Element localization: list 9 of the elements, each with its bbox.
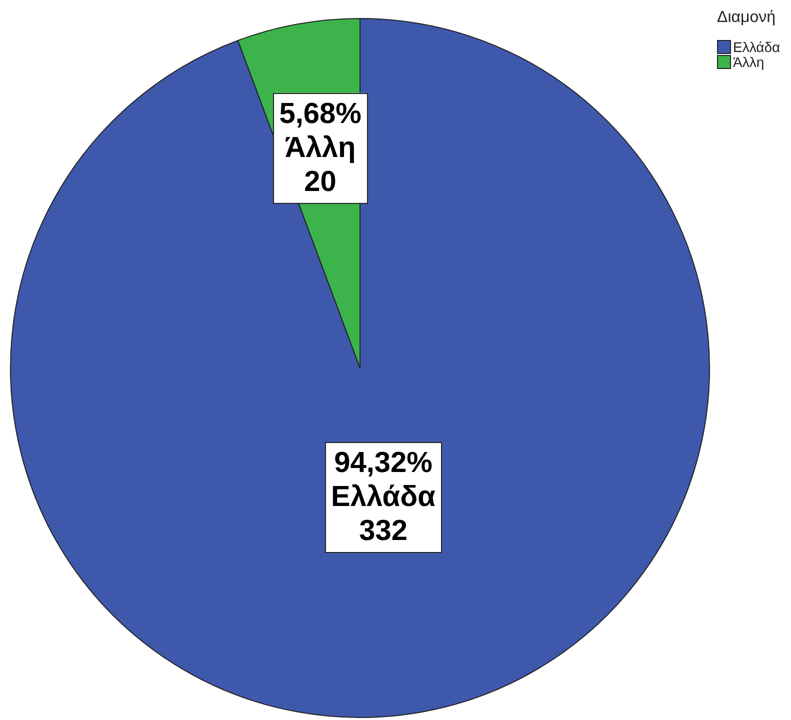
legend-label: Ελλάδα xyxy=(733,38,780,54)
data-label: 94,32% xyxy=(334,446,433,479)
slice-label: Ελλάδα xyxy=(331,480,436,513)
data-label: 5,68% xyxy=(279,98,362,130)
slice-label: Άλλη xyxy=(284,132,356,164)
legend-title: Διαμονή xyxy=(717,9,777,27)
text: 20 xyxy=(304,166,336,198)
text: 332 xyxy=(359,514,408,547)
legend-label: Άλλη xyxy=(733,54,764,70)
